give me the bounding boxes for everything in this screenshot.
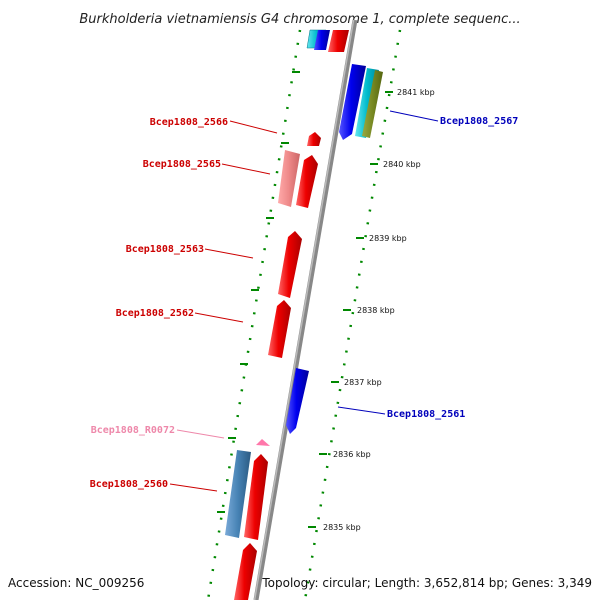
kbp-label-2835: 2835 kbp (323, 523, 361, 532)
gene-label-bcep1808-2566[interactable]: Bcep1808_2566 (150, 117, 228, 128)
gene-label-bcep1808-2561[interactable]: Bcep1808_2561 (387, 409, 465, 420)
gene-red-bottom (234, 543, 257, 600)
gene-bcep1808-2565 (296, 155, 318, 208)
gene-bcep1808-2563 (278, 231, 302, 298)
gene-bcep1808-2565-rna (278, 150, 300, 207)
gene-label-bcep1808-r0072[interactable]: Bcep1808_R0072 (91, 425, 175, 436)
topology-text: Topology: circular; Length: 3,652,814 bp… (261, 576, 592, 590)
gene-bcep1808-2562 (268, 300, 291, 358)
tick-track-right (303, 29, 402, 600)
gene-bcep1808-2561 (286, 368, 309, 434)
kbp-scale: 2841 kbp 2840 kbp 2839 kbp 2838 kbp 2837… (308, 88, 435, 532)
kbp-label-2836: 2836 kbp (333, 450, 371, 459)
kbp-label-2840: 2840 kbp (383, 160, 421, 169)
gene-red-top (328, 30, 349, 52)
gene-bcep1808-2560-steel (225, 450, 251, 538)
gene-bcep1808-r0072 (256, 439, 270, 446)
gene-features (225, 29, 383, 600)
genome-backbone (253, 19, 358, 600)
gene-labels: Bcep1808_2566 Bcep1808_2565 Bcep1808_256… (90, 110, 518, 492)
gene-bcep1808-2567 (339, 64, 366, 140)
tick-track-left (206, 29, 302, 600)
kbp-label-2839: 2839 kbp (369, 234, 407, 243)
gene-blue-top (314, 30, 330, 50)
map-title: Burkholderia vietnamiensis G4 chromosome… (79, 12, 520, 27)
gene-bcep1808-2566 (307, 132, 321, 146)
kbp-label-2841: 2841 kbp (397, 88, 435, 97)
gene-label-bcep1808-2560[interactable]: Bcep1808_2560 (90, 479, 168, 490)
gene-label-bcep1808-2563[interactable]: Bcep1808_2563 (126, 244, 204, 255)
minor-ticks-left (217, 71, 300, 513)
gene-label-bcep1808-2567[interactable]: Bcep1808_2567 (440, 116, 518, 127)
gene-label-bcep1808-2562[interactable]: Bcep1808_2562 (116, 308, 194, 319)
gene-label-bcep1808-2565[interactable]: Bcep1808_2565 (143, 159, 221, 170)
kbp-label-2837: 2837 kbp (344, 378, 382, 387)
gene-bcep1808-2560 (244, 454, 268, 540)
gene-olive-2567 (362, 70, 383, 138)
accession-text: Accession: NC_009256 (8, 576, 144, 590)
kbp-label-2838: 2838 kbp (357, 306, 395, 315)
